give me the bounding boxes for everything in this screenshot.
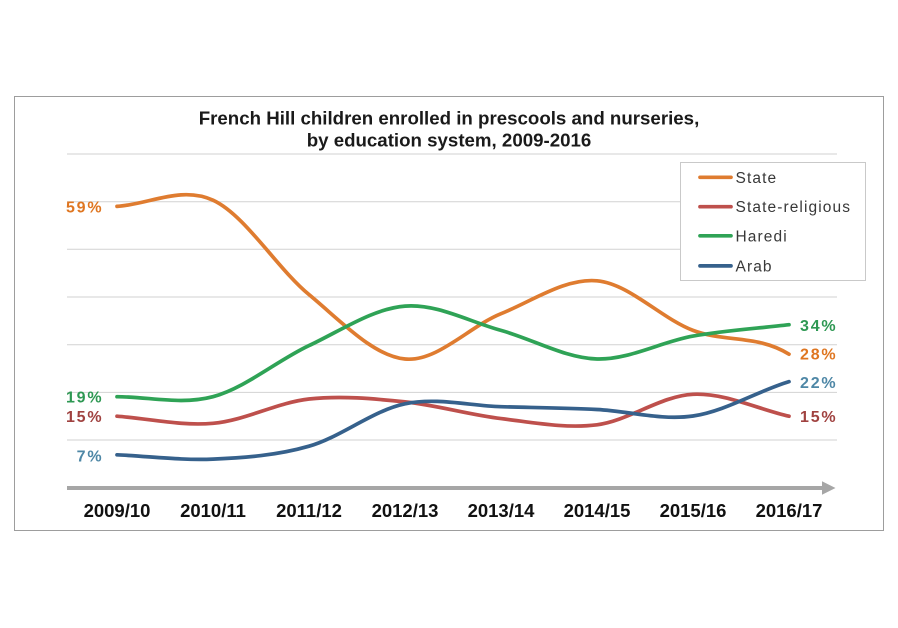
- svg-text:59%: 59%: [66, 199, 103, 216]
- svg-text:State: State: [736, 170, 778, 187]
- svg-text:19%: 19%: [66, 390, 103, 407]
- svg-text:15%: 15%: [800, 409, 837, 426]
- svg-text:2010/11: 2010/11: [180, 500, 246, 521]
- svg-text:Arab: Arab: [736, 258, 773, 275]
- svg-text:State-religious: State-religious: [736, 199, 852, 216]
- svg-text:34%: 34%: [800, 318, 837, 335]
- svg-text:2016/17: 2016/17: [756, 500, 823, 521]
- svg-text:2015/16: 2015/16: [660, 500, 727, 521]
- svg-text:2011/12: 2011/12: [276, 500, 342, 521]
- svg-text:French Hill children enrolled: French Hill children enrolled in prescoo…: [199, 108, 700, 129]
- svg-text:2012/13: 2012/13: [372, 500, 439, 521]
- svg-text:by education system, 2009-2016: by education system, 2009-2016: [307, 130, 592, 151]
- svg-text:2009/10: 2009/10: [84, 500, 151, 521]
- svg-text:2014/15: 2014/15: [564, 500, 631, 521]
- svg-text:22%: 22%: [800, 375, 837, 392]
- svg-text:28%: 28%: [800, 347, 837, 364]
- svg-text:Haredi: Haredi: [736, 228, 788, 245]
- svg-text:2013/14: 2013/14: [468, 500, 536, 521]
- svg-text:7%: 7%: [77, 449, 104, 466]
- svg-text:15%: 15%: [66, 409, 103, 426]
